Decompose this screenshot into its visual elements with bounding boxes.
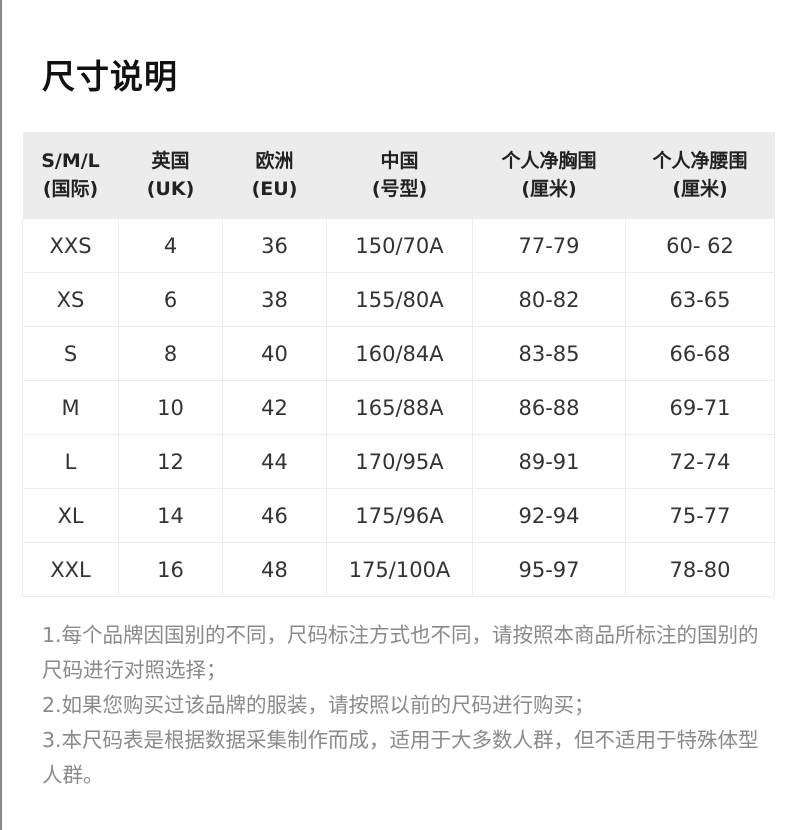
- table-row: XL 14 46 175/96A 92-94 75-77: [22, 488, 775, 543]
- table-cell: 150/70A: [326, 218, 473, 273]
- column-header: 欧洲 (EU): [222, 132, 327, 219]
- table-cell: 12: [118, 434, 223, 489]
- table-row: XS 6 38 155/80A 80-82 63-65: [22, 272, 775, 327]
- table-row: XXS 4 36 150/70A 77-79 60- 62: [22, 218, 775, 273]
- table-cell: 48: [222, 542, 327, 597]
- column-header-line: (国际): [42, 178, 99, 200]
- table-row: S 8 40 160/84A 83-85 66-68: [22, 326, 775, 381]
- column-header-line: 个人净腰围: [652, 150, 748, 172]
- table-cell: 44: [222, 434, 327, 489]
- table-cell: 75-77: [625, 488, 775, 543]
- header-row: S/M/L (国际) 英国 (UK) 欧洲 (EU) 中国 (号型) 个人净胸围 (厘米) 个人净腰…: [22, 132, 775, 219]
- table-cell: 78-80: [625, 542, 775, 597]
- table-cell: 89-91: [472, 434, 626, 489]
- column-header: 个人净腰围 (厘米): [625, 132, 775, 219]
- notes: 1.每个品牌因国别的不同，尺码标注方式也不同，请按照本商品所标注的国别的尺码进行…: [42, 618, 762, 793]
- size-table: S/M/L (国际) 英国 (UK) 欧洲 (EU) 中国 (号型) 个人净胸围 (厘米) 个人净腰…: [22, 132, 775, 597]
- left-border: [0, 0, 2, 830]
- table-cell: 66-68: [625, 326, 775, 381]
- table-cell: 86-88: [472, 380, 626, 435]
- column-header-line: (厘米): [672, 178, 728, 200]
- column-header-line: S/M/L: [41, 150, 100, 172]
- note-item: 3.本尺码表是根据数据采集制作而成，适用于大多数人群，但不适用于特殊体型人群。: [42, 728, 759, 787]
- table-cell: 175/96A: [326, 488, 473, 543]
- table-cell: 16: [118, 542, 223, 597]
- table-cell: 175/100A: [326, 542, 473, 597]
- table-cell: 95-97: [472, 542, 626, 597]
- column-header-line: 中国: [380, 150, 419, 172]
- column-header-line: (号型): [371, 178, 428, 200]
- column-header-line: (厘米): [521, 178, 577, 200]
- table-cell: 46: [222, 488, 327, 543]
- table-cell: 6: [118, 272, 223, 327]
- table-cell: XXS: [22, 218, 119, 273]
- table-row: XXL 16 48 175/100A 95-97 78-80: [22, 542, 775, 597]
- table-cell: 83-85: [472, 326, 626, 381]
- column-header-line: (UK): [146, 178, 195, 200]
- table-cell: 80-82: [472, 272, 626, 327]
- table-cell: 170/95A: [326, 434, 473, 489]
- table-cell: 10: [118, 380, 223, 435]
- table-cell: XS: [22, 272, 119, 327]
- table-cell: S: [22, 326, 119, 381]
- table-cell: 92-94: [472, 488, 626, 543]
- table-cell: 38: [222, 272, 327, 327]
- column-header-line: (EU): [251, 178, 298, 200]
- column-header: 个人净胸围 (厘米): [472, 132, 626, 219]
- table-row: L 12 44 170/95A 89-91 72-74: [22, 434, 775, 489]
- column-header-line: 欧洲: [255, 150, 294, 172]
- table-cell: 63-65: [625, 272, 775, 327]
- column-header-line: 个人净胸围: [501, 150, 597, 172]
- table-cell: 72-74: [625, 434, 775, 489]
- table-cell: L: [22, 434, 119, 489]
- table-cell: 77-79: [472, 218, 626, 273]
- table-cell: XXL: [22, 542, 119, 597]
- table-cell: 4: [118, 218, 223, 273]
- table-cell: 69-71: [625, 380, 775, 435]
- table-cell: 165/88A: [326, 380, 473, 435]
- table-cell: M: [22, 380, 119, 435]
- table-cell: 155/80A: [326, 272, 473, 327]
- column-header-line: 英国: [151, 150, 190, 172]
- column-header: 英国 (UK): [118, 132, 223, 219]
- note-item: 2.如果您购买过该品牌的服装，请按照以前的尺码进行购买；: [42, 693, 595, 717]
- table-cell: 14: [118, 488, 223, 543]
- table-cell: 40: [222, 326, 327, 381]
- table-cell: 160/84A: [326, 326, 473, 381]
- table-cell: 36: [222, 218, 327, 273]
- table-row: M 10 42 165/88A 86-88 69-71: [22, 380, 775, 435]
- table-cell: XL: [22, 488, 119, 543]
- note-item: 1.每个品牌因国别的不同，尺码标注方式也不同，请按照本商品所标注的国别的尺码进行…: [42, 623, 759, 682]
- table-cell: 8: [118, 326, 223, 381]
- column-header: 中国 (号型): [326, 132, 473, 219]
- page-title: 尺寸说明: [42, 57, 178, 96]
- column-header: S/M/L (国际): [22, 132, 119, 219]
- table-cell: 60- 62: [625, 218, 775, 273]
- table-cell: 42: [222, 380, 327, 435]
